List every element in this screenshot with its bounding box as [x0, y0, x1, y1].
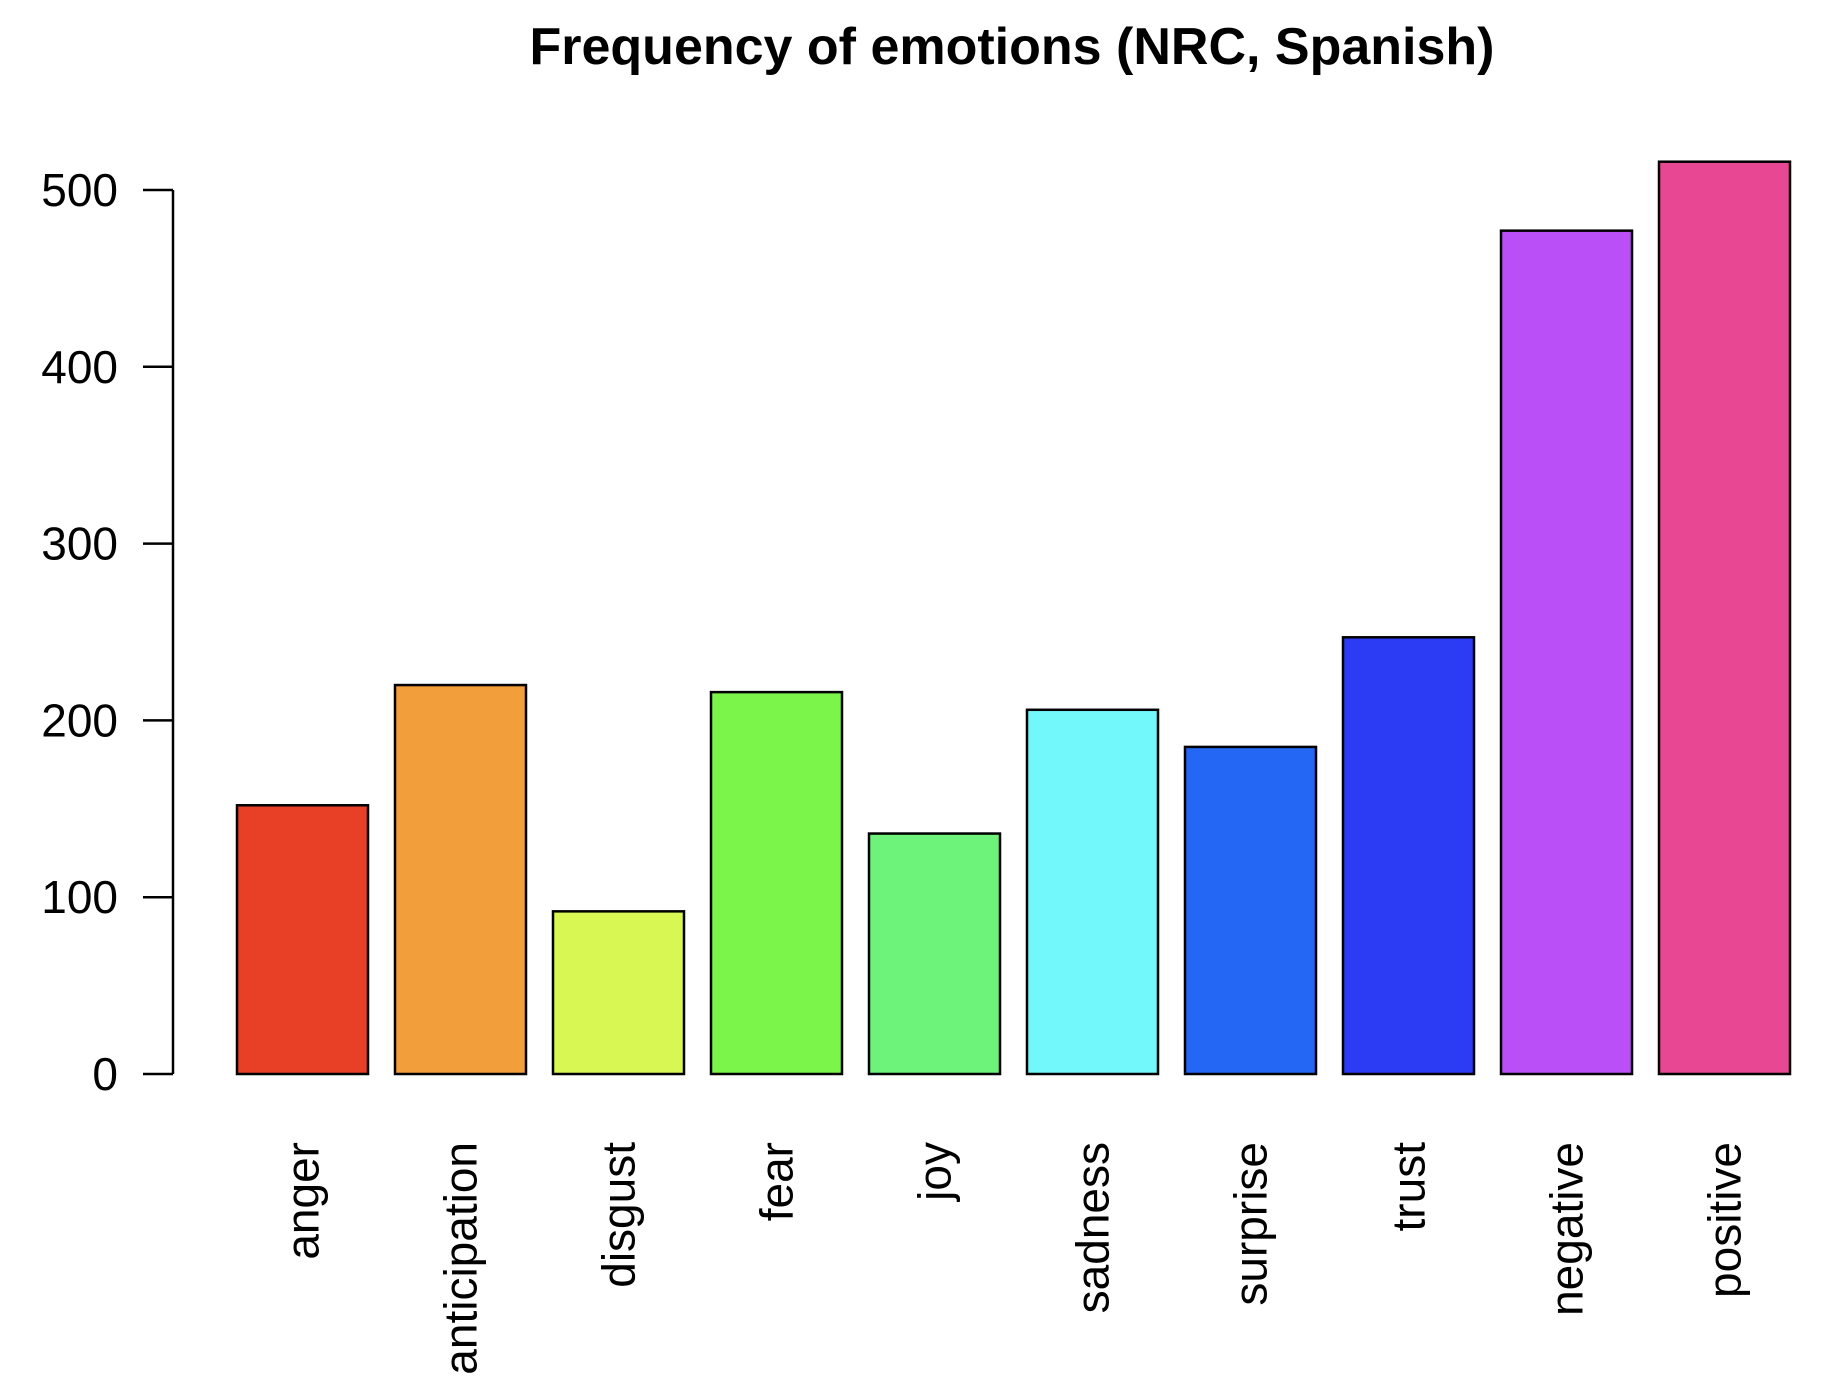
y-tick-label: 200 — [41, 694, 118, 746]
bar-disgust — [551, 910, 686, 1076]
category-label-anger: anger — [277, 1142, 329, 1260]
y-tick-label: 500 — [41, 164, 118, 216]
category-label-disgust: disgust — [593, 1142, 645, 1288]
bar-trust — [1341, 636, 1476, 1076]
category-label-fear: fear — [751, 1142, 803, 1221]
category-label-sadness: sadness — [1067, 1142, 1119, 1313]
y-tick-label: 100 — [41, 871, 118, 923]
chart-title: Frequency of emotions (NRC, Spanish) — [530, 18, 1495, 76]
category-label-anticipation: anticipation — [435, 1142, 487, 1375]
bar-surprise — [1183, 745, 1318, 1076]
y-axis-ticks: 0 100 200 300 400 500 — [41, 164, 173, 1100]
bar-anger — [235, 804, 370, 1076]
y-tick-label: 0 — [92, 1048, 118, 1100]
bar-sadness — [1025, 708, 1160, 1076]
category-label-negative: negative — [1541, 1142, 1593, 1316]
category-label-positive: positive — [1699, 1142, 1751, 1298]
bar-joy — [867, 832, 1002, 1076]
category-label-trust: trust — [1383, 1142, 1435, 1232]
category-labels: anger anticipation disgust fear joy sadness su… — [277, 1142, 1751, 1375]
y-tick-label: 400 — [41, 341, 118, 393]
bar-negative — [1499, 229, 1634, 1076]
y-tick-label: 300 — [41, 518, 118, 570]
bar-fear — [709, 690, 844, 1076]
category-label-surprise: surprise — [1225, 1142, 1277, 1306]
bar-anticipation — [393, 683, 528, 1076]
bars-group — [235, 160, 1792, 1076]
bar-positive — [1657, 160, 1792, 1076]
category-label-joy: joy — [909, 1142, 961, 1203]
